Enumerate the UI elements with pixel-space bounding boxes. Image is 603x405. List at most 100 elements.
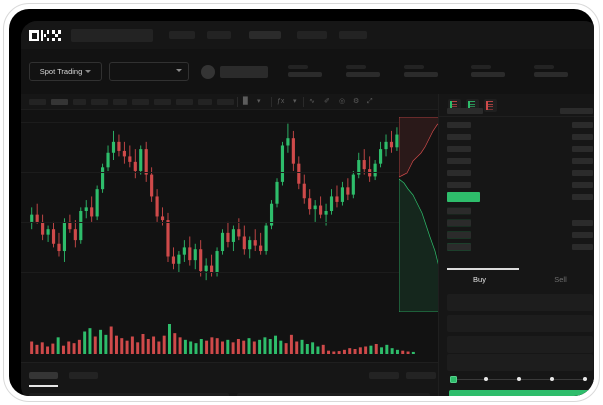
orderbook-amount-cell [572, 158, 593, 164]
slider-handle[interactable] [449, 375, 457, 383]
orderbook-amount-cell [572, 182, 593, 188]
slider-step-2[interactable] [517, 376, 521, 381]
orderbook-amount-cell [572, 220, 593, 226]
order-type-field[interactable] [447, 294, 593, 311]
line-wave-icon[interactable]: ∿ [309, 98, 315, 105]
okx-logo[interactable] [29, 30, 63, 41]
chevron-down-icon[interactable]: ▾ [257, 98, 261, 105]
orderbook-amount-cell [572, 122, 593, 128]
coin-avatar [201, 65, 215, 79]
market-stat-value [288, 72, 322, 77]
timeframe-button-3[interactable] [91, 99, 108, 105]
orderbook-amount-cell [572, 232, 593, 238]
indicators-icon[interactable]: ƒx [277, 98, 285, 105]
orderbook-sidebar: Buy Sell [438, 94, 594, 396]
market-stat-label [534, 65, 554, 69]
nav-item-3[interactable] [297, 31, 327, 39]
chevron-down-icon[interactable]: ▾ [293, 98, 297, 105]
toolbar-divider [303, 97, 304, 107]
order-entry-form [439, 290, 594, 396]
market-stat-3 [471, 65, 505, 77]
chart-toolbar: ▉ ▾ ƒx ▾ ∿ ✐ ◎ ⚙ ⤢ [21, 94, 438, 110]
orderbook-amount-cell [560, 108, 593, 114]
timeframe-button-2[interactable] [73, 99, 86, 105]
orderbook-sell-icon[interactable] [484, 99, 497, 112]
top-navigation-bar [21, 21, 594, 49]
trade-tab-buy[interactable]: Buy [473, 275, 486, 284]
timeframe-button-0[interactable] [29, 99, 46, 105]
orderbook-amount-cell [572, 194, 593, 200]
market-stat-0 [288, 65, 322, 77]
timeframe-button-6[interactable] [154, 99, 171, 105]
market-stat-value [404, 72, 438, 77]
market-stat-label [404, 65, 424, 69]
app-screen: Spot Trading ▉ ▾ ƒx ▾ ∿ ✐ ◎ ⚙ ⤢ [21, 21, 594, 396]
last-price-value [220, 66, 268, 78]
orders-panel [21, 362, 438, 396]
market-stat-label [471, 65, 491, 69]
orders-card-1 [237, 393, 430, 396]
timeframe-button-9[interactable] [217, 99, 234, 105]
orderbook-price-cell [447, 220, 471, 226]
orderbook-amount-cell [572, 146, 593, 152]
nav-item-1[interactable] [207, 31, 231, 39]
timeframe-button-4[interactable] [113, 99, 127, 105]
timeframe-button-7[interactable] [176, 99, 193, 105]
trading-pair-selector[interactable] [109, 62, 189, 81]
market-stat-4 [534, 65, 568, 77]
search-input[interactable] [71, 29, 153, 42]
chart-gridline [21, 272, 438, 273]
orderbook-amount-cell [572, 244, 593, 250]
timeframe-button-1[interactable] [51, 99, 68, 105]
chevron-down-icon [85, 70, 92, 73]
chart-gridline [21, 122, 438, 123]
candlestick-chart[interactable] [21, 110, 438, 310]
slider-step-3[interactable] [550, 376, 554, 381]
orderbook-scroll-indicator[interactable] [447, 268, 519, 270]
orders-action-1[interactable] [406, 372, 436, 379]
price-field[interactable] [447, 315, 593, 332]
orders-tab-1[interactable] [69, 372, 98, 379]
orders-action-0[interactable] [369, 372, 399, 379]
slider-step-4[interactable] [583, 376, 587, 381]
logo-letter-o [29, 30, 39, 41]
orderbook-icon-bar [450, 101, 452, 110]
submit-order-button[interactable] [449, 390, 591, 396]
market-stat-2 [404, 65, 438, 77]
nav-item-0[interactable] [169, 31, 195, 39]
camera-icon[interactable]: ◎ [339, 98, 346, 105]
amount-percent-slider[interactable] [449, 374, 591, 384]
candlestick-icon[interactable]: ▉ [243, 98, 249, 105]
chevron-down-icon [176, 69, 182, 72]
trade-tab-sell[interactable]: Sell [554, 275, 567, 284]
orders-tab-0[interactable] [29, 372, 58, 379]
market-subheader: Spot Trading [21, 49, 594, 94]
orderbook-amount-cell [572, 170, 593, 176]
gear-icon[interactable]: ⚙ [353, 98, 360, 105]
pencil-icon[interactable]: ✐ [324, 98, 330, 105]
volume-histogram [21, 310, 438, 362]
timeframe-button-8[interactable] [198, 99, 212, 105]
market-stat-value [346, 72, 380, 77]
chart-gridline [21, 222, 438, 223]
slider-step-1[interactable] [484, 376, 488, 381]
market-stat-label [288, 65, 308, 69]
orderbook-icon-bar [468, 101, 470, 110]
orderbook-price-cell [447, 146, 471, 152]
market-stat-value [471, 72, 505, 77]
spot-trading-selector[interactable]: Spot Trading [29, 62, 102, 81]
orderbook-price-cell [447, 208, 471, 214]
market-stat-1 [346, 65, 380, 77]
sidebar-divider [439, 116, 594, 117]
nav-item-4[interactable] [339, 31, 367, 39]
nav-item-2[interactable] [249, 31, 281, 39]
total-field[interactable] [447, 354, 593, 371]
orderbook-price-cell [447, 182, 471, 188]
device-bezel: Spot Trading ▉ ▾ ƒx ▾ ∿ ✐ ◎ ⚙ ⤢ [9, 9, 594, 396]
logo-letter-k [40, 30, 51, 41]
amount-field[interactable] [447, 336, 593, 353]
active-tab-underline [29, 385, 58, 387]
fullscreen-icon[interactable]: ⤢ [367, 98, 373, 105]
timeframe-button-5[interactable] [132, 99, 149, 105]
